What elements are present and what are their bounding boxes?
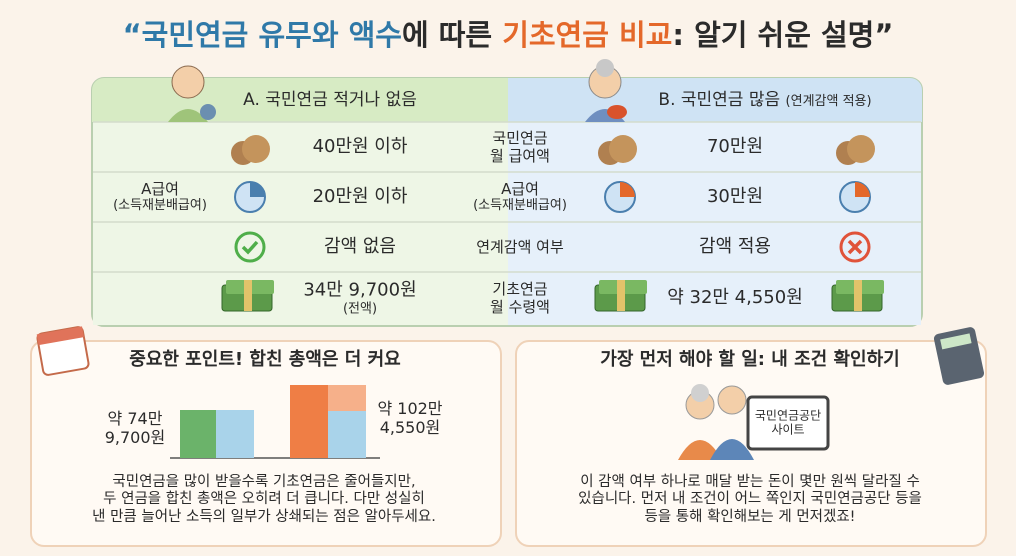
row-label: 국민연금 월 급여액 — [490, 129, 550, 165]
bar-segment — [216, 410, 254, 458]
money-bag-icon — [231, 135, 270, 165]
bar-label-line: 약 102만 — [377, 398, 443, 418]
bar-label-line: 4,550원 — [379, 418, 441, 437]
value-b: 감액 적용 — [699, 236, 771, 258]
side-label: A급여 (소득재분배급여) — [113, 180, 207, 214]
bar-label: 약 102만 4,550원 — [377, 399, 442, 437]
point-panel — [30, 340, 502, 547]
bar-label: 약 74만 9,700원 — [105, 409, 166, 447]
body-line: 낸 만큼 늘어난 소득의 일부가 상쇄되는 점은 알아두세요. — [92, 508, 436, 525]
row-lines — [93, 121, 921, 273]
action-title: 가장 먼저 해야 할 일: 내 조건 확인하기 — [600, 349, 900, 371]
body-line: 등을 통해 확인해보는 게 먼저겠죠! — [644, 508, 856, 525]
value-a: 감액 없음 — [324, 236, 396, 258]
bar-segment — [180, 410, 216, 458]
cash-icon — [594, 280, 647, 312]
body-line: 있습니다. 먼저 내 조건이 어느 쪽인지 국민연금공단 등을 — [578, 491, 922, 508]
bar-segment — [328, 411, 366, 458]
row-label: 연계감액 여부 — [476, 238, 564, 256]
title: “국민연금 유무와 액수에 따른 기초연금 비교: 알기 쉬운 설명” — [0, 12, 1016, 54]
bar-label-line: 9,700원 — [104, 428, 166, 447]
bar-segment — [328, 385, 366, 411]
header-b-text: B. 국민연금 많음 — [658, 89, 781, 110]
value-b: 약 32만 4,550원 — [667, 287, 803, 309]
title-part: 기초연금 비교 — [502, 18, 673, 52]
bar-segment — [290, 385, 328, 458]
grandma-icon — [585, 59, 627, 122]
pie-icon — [234, 181, 266, 213]
check-icon — [234, 231, 266, 263]
cash-icon — [831, 280, 884, 312]
col-a-bg — [93, 122, 508, 325]
value-b: 30만원 — [706, 186, 764, 208]
pie-icon — [604, 181, 636, 213]
action-body: 이 감액 여부 하나로 매달 받는 돈이 몇만 원씩 달라질 수 있습니다. 먼저… — [578, 474, 922, 526]
value-a: 34만 9,700원 (전액) — [303, 279, 416, 316]
row-label: A급여 (소득재분배급여) — [473, 180, 567, 214]
cash-icon — [221, 280, 274, 312]
row-label-line: 월 급여액 — [490, 147, 550, 165]
body-line: 두 연금을 합친 총액은 오히려 더 큽니다. 다만 성실히 — [103, 491, 425, 508]
couple-icon — [678, 384, 754, 460]
row-label-line: 국민연금 — [492, 129, 548, 147]
money-bag-icon — [836, 135, 875, 165]
title-part: 에 따른 — [401, 18, 503, 52]
row-label: 기초연금 월 수령액 — [490, 280, 550, 316]
value-a: 20만원 이하 — [312, 186, 408, 208]
point-body: 국민연금을 많이 받을수록 기초연금은 줄어들지만, 두 연금을 합친 총액은 오… — [92, 474, 436, 526]
side-label-line: (소득재분배급여) — [113, 198, 207, 214]
title-part: : 알기 쉬운 설명” — [672, 18, 894, 52]
point-title: 중요한 포인트! 합친 총액은 더 커요 — [129, 349, 401, 371]
value-b: 70만원 — [706, 136, 764, 158]
header-b: B. 국민연금 많음 (연계감액 적용) — [658, 90, 871, 110]
calendar-icon — [36, 326, 90, 376]
monitor — [746, 395, 830, 451]
title-part: “국민연금 유무와 액수 — [122, 18, 402, 52]
body-line: 국민연금을 많이 받을수록 기초연금은 줄어들지만, — [112, 473, 416, 490]
money-bag-icon — [598, 135, 637, 165]
row-label-line: 월 수령액 — [490, 298, 550, 316]
row-label-line: A급여 — [501, 180, 539, 199]
grandpa-icon — [168, 65, 216, 122]
screen-label-line: 사이트 — [771, 423, 805, 437]
bar-label-line: 약 74만 — [107, 408, 163, 428]
header-b-note: (연계감액 적용) — [785, 93, 872, 109]
row-label-line: (소득재분배급여) — [473, 198, 567, 214]
value-a-note: (전액) — [342, 301, 378, 316]
screen-label: 국민연금공단 사이트 — [755, 409, 821, 438]
cross-icon — [839, 231, 871, 263]
side-label-line: A급여 — [141, 180, 179, 199]
pie-icon — [839, 181, 871, 213]
body-line: 이 감액 여부 하나로 매달 받는 돈이 몇만 원씩 달라질 수 — [580, 473, 920, 490]
screen-label-line: 국민연금공단 — [754, 408, 822, 423]
calculator-icon — [933, 327, 985, 385]
value-a: 40만원 이하 — [312, 136, 408, 158]
header-a: A. 국민연금 적거나 없음 — [243, 89, 417, 110]
row-label-line: 기초연금 — [492, 280, 548, 298]
value-a-line: 34만 9,700원 — [303, 279, 417, 301]
